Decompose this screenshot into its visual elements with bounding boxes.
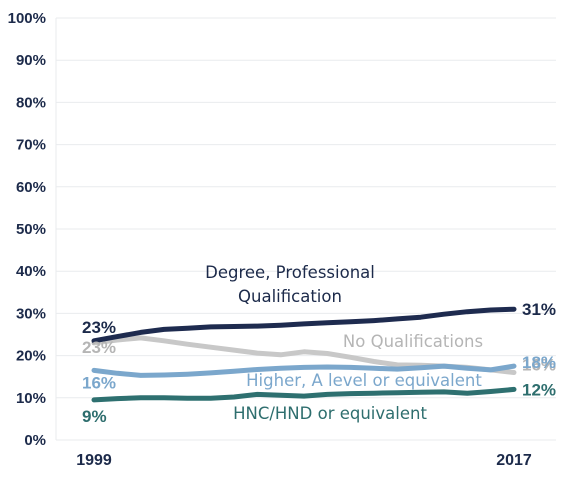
series-start-label: 23% [82,338,116,357]
series-end-label: 12% [522,380,556,399]
y-axis-ticks: 0% 10% 20% 30% 40% 50% 60% 70% 80% 90% 100% [8,10,46,449]
x-tick-label-start: 1999 [76,452,112,469]
series-line [91,386,517,403]
series-name-label: Higher, A level or equivalent [246,371,482,390]
series-line [91,363,517,378]
series-name-label: HNC/HND or equivalent [233,404,427,423]
y-tick-label: 40% [16,263,46,280]
series-end-label: 16% [522,355,556,374]
series-end-label: 18% [522,353,556,372]
y-tick-label: 70% [16,137,46,154]
series-name-label: Qualification [238,287,342,306]
x-axis-ticks: 1999 2017 [76,452,532,469]
data-labels: 23% 31% Degree, Professional Qualification 2… [82,263,556,426]
y-tick-label: 100% [8,10,46,27]
y-tick-label: 20% [16,348,46,365]
x-tick-label-end: 2017 [496,452,532,469]
y-tick-label: 30% [16,305,46,322]
y-tick-label: 0% [24,432,46,449]
y-tick-label: 80% [16,94,46,111]
series-name-label: No Qualifications [343,332,483,351]
series-start-label: 16% [82,373,116,392]
y-tick-label: 10% [16,390,46,407]
series-lines [91,306,517,403]
series-end-label: 31% [522,300,556,319]
series-name-label: Degree, Professional [205,263,375,282]
series-line [91,306,517,344]
y-tick-label: 50% [16,221,46,238]
series-start-label: 9% [82,407,107,426]
y-tick-label: 60% [16,179,46,196]
y-tick-label: 90% [16,52,46,69]
series-start-label: 23% [82,318,116,337]
